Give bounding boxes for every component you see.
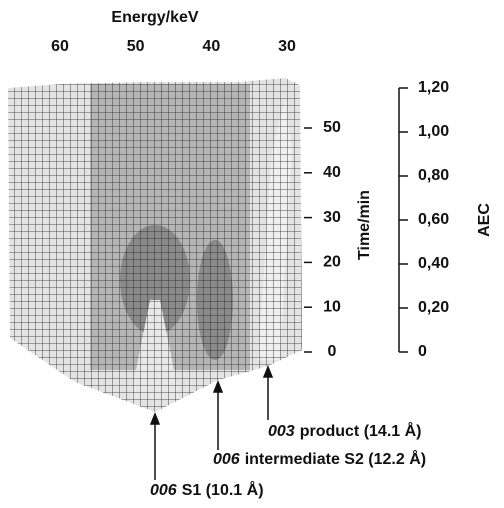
annotation-text: S1 (10.1 Å) [182,480,264,499]
y-tick-label: 0 [328,343,337,360]
annotation: 006 S1 (10.1 Å) [150,480,264,499]
y-tick-label: 50 [323,119,341,136]
y-tick-label: 40 [323,164,341,181]
z-tick-label: 0,40 [418,255,449,272]
annotation-italic: 006 [150,482,177,499]
surface [8,78,302,412]
z-tick-label: 1,00 [418,123,449,140]
z-tick-label: 0,80 [418,167,449,184]
y-tick-label: 30 [323,209,341,226]
annotation: 006 intermediate S2 (12.2 Å) [213,449,426,468]
y-axis-label: Time/min [356,190,373,260]
annotation-italic: 006 [213,451,240,468]
x-axis-label: Energy/keV [111,9,198,26]
x-tick-label: 30 [278,38,296,55]
z-tick-label: 0 [418,343,427,360]
x-tick-label: 50 [127,38,145,55]
arrows [149,364,274,480]
x-tick-label: 60 [51,38,69,55]
y-tick-label: 10 [323,298,341,315]
annotation-text: product (14.1 Å) [300,421,422,440]
y-tick-label: 20 [323,254,341,271]
z-tick-label: 1,20 [418,79,449,96]
z-tick-label: 0,20 [418,299,449,316]
annotation-italic: 003 [268,423,295,440]
annotation: 003 product (14.1 Å) [268,421,422,440]
z-axis-label: AEC [476,203,493,237]
x-tick-label: 40 [202,38,220,55]
annotation-text: intermediate S2 (12.2 Å) [245,449,426,468]
z-tick-label: 0,60 [418,211,449,228]
